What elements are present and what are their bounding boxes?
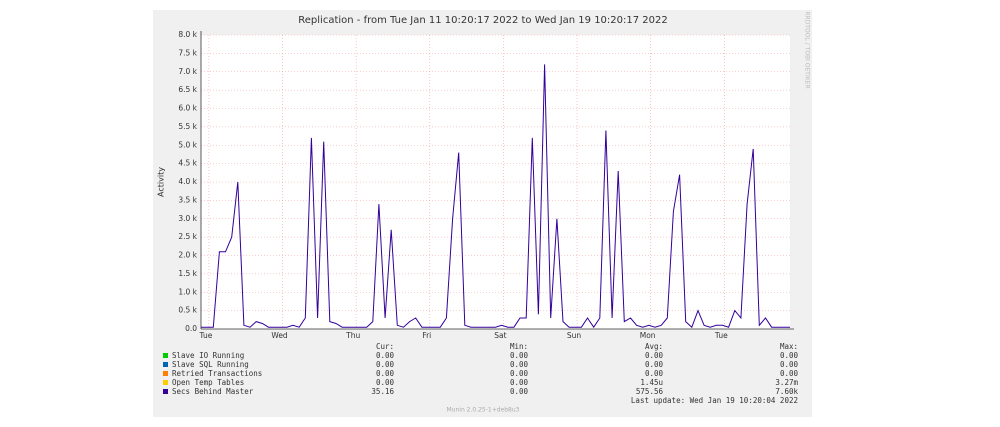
y-tick-label: 1.0 k [178, 287, 197, 296]
y-tick-label: 3.0 k [178, 214, 197, 223]
y-tick-label: 2.5 k [178, 232, 197, 241]
legend-value: 0.00 [376, 378, 395, 387]
legend-label: Slave SQL Running [172, 360, 249, 369]
legend-label: Open Temp Tables [172, 378, 244, 387]
legend-value: 0.00 [645, 360, 664, 369]
y-tick-label: 4.5 k [178, 159, 197, 168]
last-update: Last update: Wed Jan 19 10:20:04 2022 [631, 396, 798, 405]
legend-label: Slave IO Running [172, 351, 244, 360]
line [201, 64, 790, 329]
y-tick-label: 2.0 k [178, 251, 197, 260]
legend-value: 0.00 [510, 360, 529, 369]
legend-swatch [163, 380, 168, 385]
legend-header: Avg: [645, 342, 663, 351]
y-tick-label: 5.5 k [178, 122, 197, 131]
legend-swatch [163, 389, 168, 394]
legend-value: 35.16 [371, 387, 394, 396]
y-axis-label: Activity [157, 167, 166, 197]
x-tick-label: Sun [567, 331, 582, 340]
y-tick-label: 7.5 k [178, 48, 197, 57]
legend-value: 0.00 [780, 369, 799, 378]
chart-title: Replication - from Tue Jan 11 10:20:17 2… [298, 15, 667, 26]
side-text: RRDTOOL / TOBI OETIKER [804, 11, 811, 88]
y-tick-label: 4.0 k [178, 177, 197, 186]
y-tick-label: 7.0 k [178, 67, 197, 76]
legend-value: 0.00 [780, 351, 799, 360]
legend-value: 0.00 [645, 369, 664, 378]
legend-value: 3.27m [775, 378, 798, 387]
legend-value: 0.00 [510, 369, 529, 378]
x-tick-label: Tue [714, 331, 728, 340]
y-tick-label: 8.0 k [178, 30, 197, 39]
y-tick-label: 3.5 k [178, 195, 197, 204]
y-tick-label: 0.5 k [178, 306, 197, 315]
x-tick-label: Thu [345, 331, 360, 340]
legend-label: Secs Behind Master [172, 387, 254, 396]
legend-header: Cur: [376, 342, 394, 351]
x-tick-label: Wed [271, 331, 288, 340]
legend-value: 1.45u [640, 378, 663, 387]
x-tick-label: Tue [199, 331, 213, 340]
y-tick-label: 1.5 k [178, 269, 197, 278]
legend-header: Min: [510, 342, 528, 351]
legend-value: 0.00 [376, 351, 395, 360]
legend-value: 0.00 [510, 387, 529, 396]
legend-value: 575.56 [636, 387, 664, 396]
y-tick-label: 6.0 k [178, 104, 197, 113]
x-tick-label: Sat [494, 331, 506, 340]
legend-header: Max: [780, 342, 798, 351]
legend-value: 7.60k [775, 387, 798, 396]
legend-value: 0.00 [645, 351, 664, 360]
legend-value: 0.00 [376, 360, 395, 369]
legend-value: 0.00 [510, 378, 529, 387]
legend-value: 0.00 [780, 360, 799, 369]
legend-swatch [163, 362, 168, 367]
y-tick-label: 0.0 [185, 324, 197, 333]
y-tick-label: 6.5 k [178, 85, 197, 94]
legend-swatch [163, 371, 168, 376]
legend-label: Retried Transactions [172, 369, 262, 378]
legend-swatch [163, 353, 168, 358]
legend-value: 0.00 [376, 369, 395, 378]
legend-value: 0.00 [510, 351, 529, 360]
y-tick-label: 5.0 k [178, 140, 197, 149]
x-tick-label: Fri [422, 331, 431, 340]
footer: Munin 2.0.25-1+deb8u3 [447, 407, 520, 414]
x-tick-label: Mon [640, 331, 656, 340]
